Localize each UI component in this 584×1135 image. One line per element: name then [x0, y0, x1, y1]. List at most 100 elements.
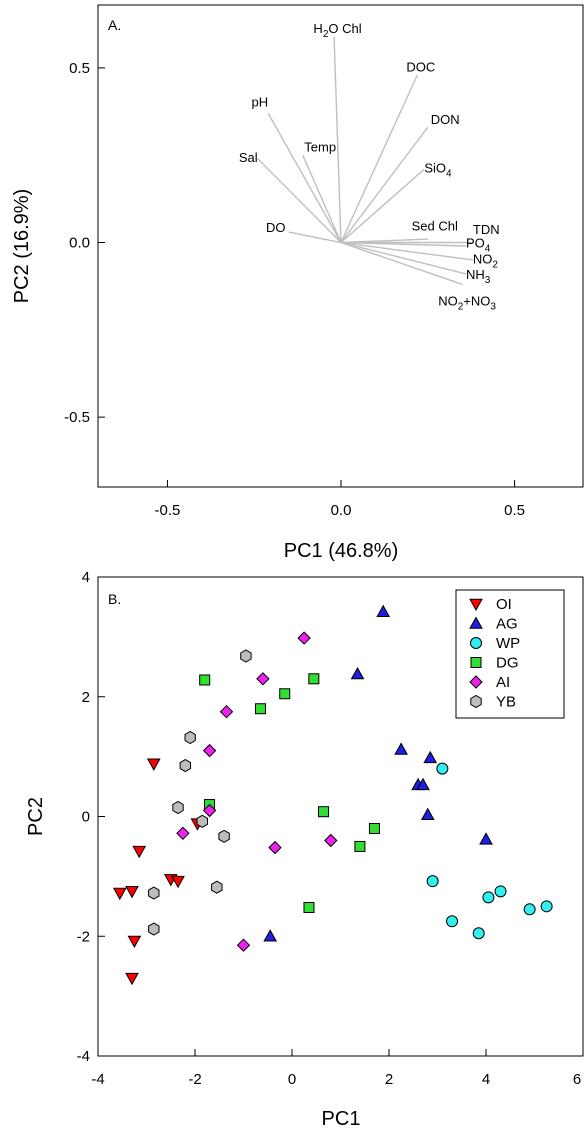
data-point	[376, 604, 391, 617]
data-point	[202, 743, 217, 758]
panel-a-ytick-label: -0.5	[64, 409, 90, 426]
panel-a-x-axis-label: PC1 (46.8%)	[284, 540, 399, 562]
panel-b-ytick-label: 2	[82, 689, 90, 706]
data-point	[254, 703, 266, 715]
legend-entry-label: YB	[496, 694, 516, 711]
data-point	[354, 840, 366, 852]
legend-marker	[469, 675, 483, 689]
panel-b-xtick-label: -2	[188, 1071, 201, 1088]
legend: OI AG WP DG AI YB	[455, 589, 565, 719]
loading-label: pH	[251, 94, 268, 109]
panel-b-ytick-label: -4	[77, 1048, 90, 1065]
data-point	[112, 887, 127, 901]
data-point	[308, 673, 320, 685]
panel-b-x-axis-label: PC1	[322, 1108, 361, 1130]
data-point	[125, 886, 139, 899]
panel-b-y-axis-label: PC2	[25, 797, 47, 836]
data-point	[256, 672, 270, 686]
data-point	[436, 762, 449, 775]
legend-entry-label: AG	[496, 616, 518, 633]
loading-vector	[288, 231, 342, 244]
loading-vector	[340, 241, 466, 247]
data-point	[179, 759, 191, 773]
panel-b-label: B.	[108, 591, 121, 607]
loading-label: NO2	[473, 251, 499, 270]
panel-a-xtick-label: 0.5	[504, 502, 525, 519]
data-point	[416, 777, 430, 791]
data-point	[394, 742, 408, 755]
loading-vector	[257, 158, 342, 244]
data-point	[176, 826, 190, 841]
panel-b-xtick-label: 6	[573, 1071, 581, 1088]
panel-a-y-axis-label: PC2 (16.9%)	[11, 189, 33, 304]
legend-entry-label: AI	[496, 674, 510, 691]
legend-marker	[469, 598, 483, 612]
loading-vector	[333, 36, 342, 243]
data-point	[199, 674, 211, 686]
loading-vector	[340, 241, 474, 261]
loading-vector	[340, 168, 425, 244]
legend-marker	[469, 616, 483, 629]
data-point	[148, 886, 160, 900]
loading-label: DOC	[406, 59, 435, 74]
panel-b-ytick-label: 0	[82, 809, 90, 826]
data-point	[146, 758, 161, 771]
data-point	[303, 902, 315, 914]
data-point	[482, 891, 495, 904]
data-point	[196, 814, 208, 828]
loading-label: DON	[431, 112, 460, 127]
data-point	[472, 927, 485, 940]
data-point	[523, 903, 536, 916]
loading-label: PO4	[466, 236, 491, 255]
loading-label: NO2+NO3	[438, 293, 496, 312]
series-ai	[176, 631, 338, 952]
data-point	[297, 631, 311, 645]
data-point	[318, 806, 330, 818]
data-point	[184, 730, 196, 745]
legend-marker	[470, 657, 482, 668]
legend-marker	[470, 637, 482, 649]
data-point	[172, 800, 184, 815]
loading-label: Sal	[239, 150, 258, 165]
panel-a-xtick-label: 0.0	[331, 502, 352, 519]
series-yb	[148, 649, 252, 936]
series-wp	[426, 762, 553, 940]
series-ag	[263, 604, 493, 942]
panel-b-xtick-label: 4	[482, 1071, 490, 1088]
loading-vector	[340, 241, 463, 286]
loading-label: Temp	[304, 140, 336, 155]
loading-label: H2O Chl	[313, 21, 361, 40]
loading-vector	[340, 241, 467, 275]
loading-label: NH3	[466, 267, 491, 286]
panel-b-ytick-label: -2	[77, 928, 90, 945]
legend-entry-label: DG	[496, 655, 519, 672]
data-point	[240, 649, 252, 663]
loading-label: Sed Chl	[412, 218, 458, 233]
data-point	[202, 803, 217, 818]
data-point	[236, 938, 251, 952]
data-point	[324, 833, 338, 848]
loading-label: SiO4	[424, 161, 452, 180]
data-point	[263, 929, 278, 942]
loading-vector	[340, 126, 429, 243]
data-point	[132, 845, 147, 859]
panel-a-frame	[97, 4, 584, 488]
data-point	[219, 704, 234, 719]
loading-vector	[302, 154, 342, 243]
panel-b: B. -4 -2 0 2 4 6 -4 -2 0 2 4 PC1 PC2 OI AG WP DG AI YB	[25, 569, 584, 1130]
data-point	[368, 822, 380, 834]
data-point	[423, 750, 438, 764]
data-point	[171, 875, 185, 889]
loading-vector	[340, 74, 419, 243]
series-oi	[112, 758, 205, 986]
data-point	[279, 688, 291, 700]
panel-a-ytick-label: 0.0	[69, 235, 90, 252]
legend-entry-label: OI	[496, 596, 512, 613]
data-point	[420, 807, 435, 820]
data-point	[148, 922, 160, 936]
legend-marker	[470, 694, 482, 709]
loading-label: DO	[266, 220, 286, 235]
panel-a-ytick-label: 0.5	[69, 60, 90, 77]
panel-a-label: A.	[108, 17, 121, 33]
